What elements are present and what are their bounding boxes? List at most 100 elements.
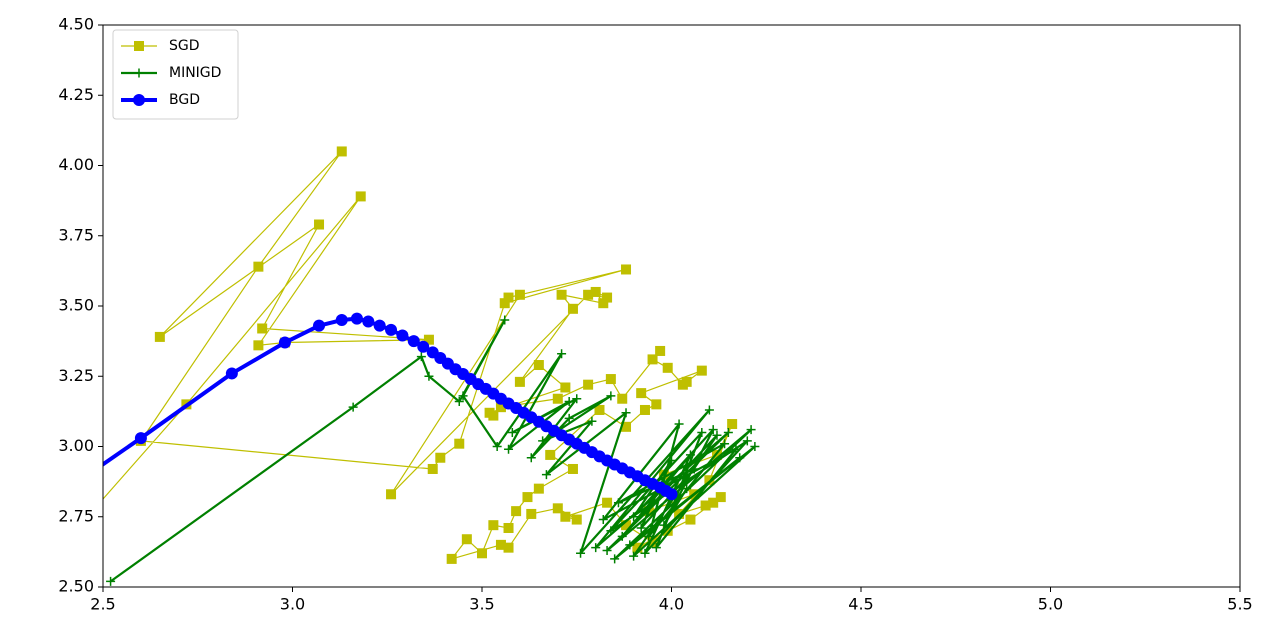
marker [704, 475, 715, 486]
series-line [103, 316, 673, 496]
marker [723, 427, 733, 437]
marker [704, 405, 714, 415]
marker [362, 315, 375, 328]
y-tick-label: 3.25 [58, 366, 94, 385]
marker [567, 463, 578, 474]
marker [564, 397, 574, 407]
marker [625, 540, 635, 550]
marker [750, 442, 760, 451]
marker [557, 349, 567, 359]
marker [552, 503, 563, 514]
legend-label: SGD [169, 38, 200, 54]
marker [712, 430, 722, 440]
marker [335, 314, 348, 327]
marker [454, 397, 464, 407]
marker [708, 425, 718, 435]
marker [522, 492, 533, 503]
marker [591, 543, 601, 553]
marker [407, 335, 420, 348]
marker [423, 334, 434, 345]
marker [154, 331, 165, 342]
marker [605, 374, 616, 385]
marker [651, 399, 662, 410]
plot-area [60, 146, 760, 586]
legend: SGD MINIGD BGD [112, 29, 239, 120]
marker [564, 413, 574, 423]
marker [60, 537, 70, 547]
marker [477, 548, 487, 559]
marker [735, 453, 745, 463]
marker [545, 449, 556, 460]
marker [644, 531, 654, 541]
marker [602, 292, 613, 303]
marker [488, 410, 499, 421]
marker [385, 323, 398, 336]
y-tick-label: 2.50 [58, 577, 94, 596]
marker [499, 298, 510, 309]
marker [613, 498, 623, 508]
ticks: 2.5 3.0 3.5 4.0 4.5 5.0 5.5 2.50 2.75 3.00 3.25 3.5… [58, 15, 1252, 614]
marker [576, 548, 586, 558]
x-tick-label: 3.0 [280, 595, 305, 614]
marker [500, 315, 510, 325]
marker [602, 545, 612, 555]
marker [681, 376, 692, 387]
marker [514, 376, 525, 387]
x-tick-label: 5.0 [1038, 595, 1063, 614]
marker [461, 534, 472, 545]
marker [446, 553, 457, 564]
marker [350, 312, 363, 325]
marker [134, 432, 147, 445]
y-tick-label: 3.75 [58, 225, 94, 244]
marker [313, 319, 326, 332]
marker [742, 436, 752, 446]
marker [583, 379, 594, 390]
marker [533, 483, 544, 494]
marker [640, 548, 650, 558]
marker [278, 336, 291, 349]
marker [594, 404, 605, 415]
marker [503, 542, 514, 553]
marker [727, 419, 738, 430]
marker [514, 289, 525, 300]
marker [662, 362, 673, 373]
marker [567, 303, 578, 314]
marker [697, 427, 707, 437]
y-tick-label: 4.00 [58, 155, 94, 174]
marker [503, 292, 514, 303]
marker [602, 497, 613, 508]
marker [746, 425, 756, 435]
marker [674, 419, 684, 429]
y-tick-label: 3.50 [58, 296, 94, 315]
marker [348, 402, 358, 412]
marker [696, 365, 707, 376]
marker [651, 543, 661, 553]
marker [355, 191, 366, 202]
marker [336, 146, 347, 157]
x-tick-label: 4.5 [848, 595, 873, 614]
marker [629, 551, 639, 561]
marker [659, 520, 669, 530]
marker [636, 388, 647, 399]
marker [587, 416, 597, 426]
legend-label: BGD [169, 92, 200, 108]
marker [253, 261, 264, 272]
marker [541, 470, 551, 480]
marker [225, 367, 238, 380]
marker [560, 511, 571, 522]
marker [610, 554, 620, 564]
marker [424, 371, 434, 381]
marker [629, 512, 639, 522]
marker [454, 438, 465, 449]
marker [621, 421, 632, 432]
marker [458, 391, 468, 401]
marker [598, 298, 609, 309]
marker [598, 515, 608, 525]
marker [632, 542, 643, 553]
x-tick-label: 4.0 [659, 595, 684, 614]
marker [373, 319, 386, 332]
marker [572, 394, 582, 404]
series-line [109, 318, 756, 583]
marker [685, 514, 696, 525]
